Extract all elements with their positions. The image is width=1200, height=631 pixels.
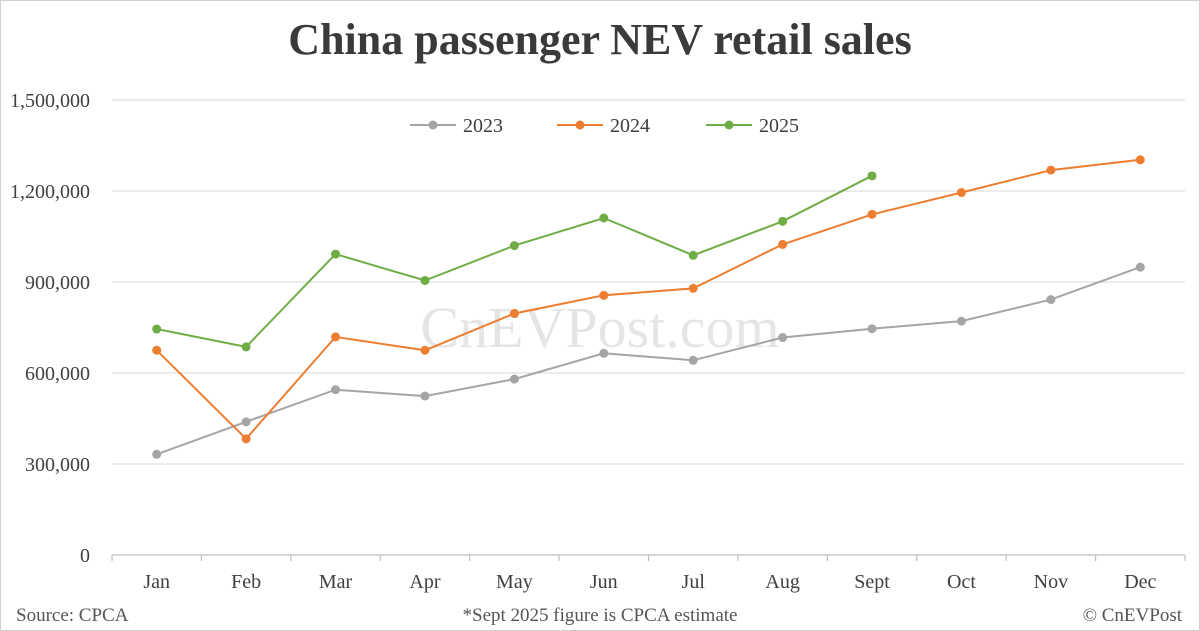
- series-line-2023: [156, 266, 1141, 456]
- y-tick-label: 1,200,000: [10, 181, 90, 203]
- data-point-2025: [420, 275, 430, 285]
- x-tick-label: Apr: [409, 571, 440, 593]
- series-2023: [152, 262, 1145, 459]
- legend-item-2024: 2024: [557, 115, 650, 137]
- x-tick-label: Mar: [319, 571, 353, 593]
- x-tick-label: Jul: [682, 571, 706, 593]
- data-point-2023: [241, 417, 251, 427]
- legend-item-2025: 2025: [706, 115, 799, 137]
- estimate-note: *Sept 2025 figure is CPCA estimate: [463, 605, 738, 626]
- data-point-2024: [688, 283, 698, 293]
- series-layer: [152, 155, 1145, 459]
- data-point-2025: [331, 249, 341, 259]
- data-point-2023: [509, 374, 519, 384]
- x-tick-label: Sept: [854, 571, 890, 593]
- x-tick-label: Nov: [1034, 571, 1068, 593]
- y-axis-ticks: 0 300,000 600,000 900,000 1,200,000 1,500,000: [10, 90, 90, 567]
- data-point-2024: [1046, 165, 1056, 175]
- data-point-2023: [1135, 262, 1145, 272]
- source-note: Source: CPCA: [16, 605, 129, 626]
- legend-swatch-marker: [575, 120, 585, 130]
- copyright-note: © CnEVPost: [1083, 605, 1183, 626]
- data-point-2023: [599, 348, 609, 358]
- y-tick-label: 600,000: [25, 363, 90, 385]
- y-tick-label: 300,000: [25, 454, 90, 476]
- watermark: CnEVPost.com: [420, 295, 779, 360]
- data-point-2025: [778, 216, 788, 226]
- data-point-2025: [152, 324, 162, 334]
- y-tick-label: 900,000: [25, 272, 90, 294]
- data-point-2024: [241, 434, 251, 444]
- series-2024: [152, 155, 1145, 444]
- series-line-2024: [155, 158, 1141, 441]
- legend: 2023 2024 2025: [410, 115, 799, 137]
- y-tick-label: 0: [80, 545, 90, 567]
- x-axis-ticks: Jan Feb Mar Apr May Jun Jul Aug Sept Oct Nov Dec: [143, 571, 1156, 593]
- data-point-2025: [688, 250, 698, 260]
- data-point-2024: [956, 188, 966, 198]
- data-point-2023: [420, 391, 430, 401]
- x-tick-label: Dec: [1124, 571, 1156, 593]
- data-point-2023: [1046, 295, 1056, 305]
- data-point-2023: [778, 333, 788, 343]
- legend-swatch-marker: [428, 120, 438, 130]
- x-tick-label: Feb: [231, 571, 261, 593]
- chart-title: China passenger NEV retail sales: [288, 15, 911, 64]
- legend-item-2023: 2023: [410, 115, 503, 137]
- data-point-2025: [599, 213, 609, 223]
- legend-label: 2023: [463, 115, 503, 137]
- y-tick-label: 1,500,000: [10, 90, 90, 112]
- series-2025: [152, 171, 877, 352]
- data-point-2024: [420, 345, 430, 355]
- data-point-2023: [152, 449, 162, 459]
- data-point-2024: [599, 290, 609, 300]
- data-point-2023: [867, 324, 877, 334]
- x-tick-label: Oct: [947, 571, 976, 593]
- data-point-2024: [867, 209, 877, 219]
- data-point-2025: [867, 171, 877, 181]
- x-tick-label: May: [496, 571, 533, 593]
- data-point-2024: [331, 332, 341, 342]
- data-point-2023: [331, 385, 341, 395]
- x-tick-label: Jan: [143, 571, 170, 593]
- data-point-2024: [1135, 155, 1145, 165]
- x-tick-label: Jun: [590, 571, 618, 593]
- legend-swatch-marker: [724, 120, 734, 130]
- data-point-2025: [241, 342, 251, 352]
- legend-label: 2024: [610, 115, 650, 137]
- x-tick-label: Aug: [765, 571, 799, 593]
- data-point-2024: [509, 309, 519, 319]
- legend-label: 2025: [759, 115, 799, 137]
- data-point-2024: [152, 345, 162, 355]
- gridlines: [111, 99, 1186, 561]
- data-point-2023: [956, 316, 966, 326]
- data-point-2024: [778, 239, 788, 249]
- data-point-2023: [688, 355, 698, 365]
- data-point-2025: [509, 241, 519, 251]
